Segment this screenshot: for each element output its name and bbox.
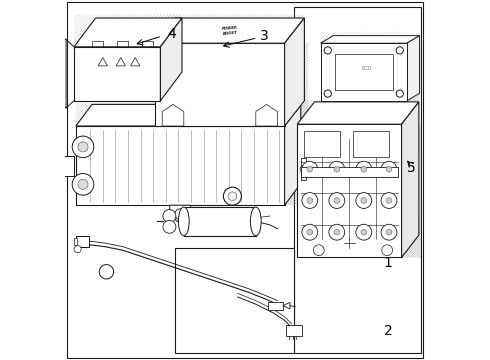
Circle shape — [329, 193, 345, 208]
Circle shape — [78, 142, 88, 152]
Bar — [63, 156, 74, 176]
Circle shape — [361, 198, 367, 203]
Bar — [76, 236, 90, 247]
Text: POWER
BOOST: POWER BOOST — [221, 26, 238, 36]
Ellipse shape — [250, 207, 261, 236]
Circle shape — [78, 179, 88, 189]
Circle shape — [56, 159, 61, 164]
Bar — [269, 302, 283, 310]
Circle shape — [361, 229, 367, 235]
Polygon shape — [285, 18, 304, 126]
Polygon shape — [74, 18, 182, 47]
Polygon shape — [155, 18, 304, 43]
Circle shape — [314, 245, 324, 256]
Circle shape — [175, 209, 186, 220]
Text: 1: 1 — [384, 256, 392, 270]
Polygon shape — [116, 58, 125, 66]
Polygon shape — [160, 18, 182, 101]
Bar — [297, 124, 402, 257]
Polygon shape — [170, 205, 191, 223]
Circle shape — [307, 166, 313, 172]
Circle shape — [307, 229, 313, 235]
Circle shape — [228, 192, 237, 201]
Circle shape — [163, 210, 176, 222]
Circle shape — [302, 161, 318, 177]
Polygon shape — [407, 36, 419, 101]
Bar — [184, 207, 256, 236]
Circle shape — [386, 229, 392, 235]
Circle shape — [307, 198, 313, 203]
Circle shape — [300, 166, 307, 173]
Polygon shape — [61, 36, 66, 108]
Circle shape — [329, 224, 345, 240]
Circle shape — [381, 193, 397, 208]
Circle shape — [386, 166, 392, 172]
Ellipse shape — [178, 207, 189, 236]
Circle shape — [356, 161, 372, 177]
Circle shape — [163, 220, 176, 233]
Circle shape — [396, 47, 403, 54]
Bar — [175, 248, 294, 353]
Circle shape — [56, 165, 61, 170]
Bar — [304, 131, 341, 157]
Text: 4: 4 — [167, 27, 175, 41]
Circle shape — [361, 166, 367, 172]
Bar — [294, 7, 421, 353]
Circle shape — [356, 224, 372, 240]
Bar — [54, 158, 63, 173]
Bar — [353, 131, 389, 157]
Polygon shape — [402, 102, 419, 257]
Circle shape — [324, 90, 331, 97]
Circle shape — [334, 198, 340, 203]
Polygon shape — [256, 104, 277, 126]
Text: ECU: ECU — [362, 66, 372, 71]
Polygon shape — [155, 43, 285, 126]
Polygon shape — [98, 58, 107, 66]
Polygon shape — [130, 58, 140, 66]
Circle shape — [396, 90, 403, 97]
Circle shape — [329, 161, 345, 177]
Circle shape — [324, 47, 331, 54]
Polygon shape — [76, 104, 301, 126]
Circle shape — [334, 166, 340, 172]
Circle shape — [386, 198, 392, 203]
Bar — [76, 126, 285, 205]
Text: 2: 2 — [384, 324, 392, 338]
Circle shape — [356, 193, 372, 208]
Circle shape — [382, 245, 392, 256]
Bar — [301, 158, 306, 180]
Bar — [320, 43, 407, 101]
Bar — [286, 325, 301, 336]
Circle shape — [223, 187, 242, 205]
Polygon shape — [162, 104, 184, 126]
Circle shape — [302, 224, 318, 240]
Text: 3: 3 — [260, 29, 269, 43]
Polygon shape — [297, 102, 419, 124]
Polygon shape — [285, 104, 301, 205]
Polygon shape — [74, 47, 160, 101]
Polygon shape — [320, 36, 419, 43]
Circle shape — [381, 224, 397, 240]
Bar — [74, 238, 77, 245]
Text: 5: 5 — [407, 162, 416, 175]
Circle shape — [72, 136, 94, 158]
Circle shape — [72, 174, 94, 195]
Circle shape — [74, 246, 81, 253]
Circle shape — [302, 193, 318, 208]
Polygon shape — [301, 167, 398, 177]
Bar — [335, 54, 392, 90]
Circle shape — [381, 161, 397, 177]
Circle shape — [334, 229, 340, 235]
Polygon shape — [283, 302, 290, 309]
